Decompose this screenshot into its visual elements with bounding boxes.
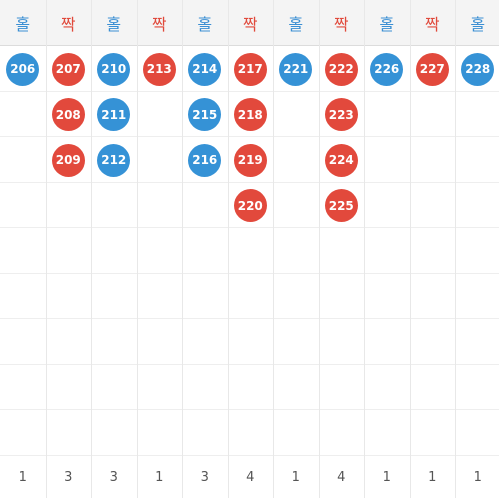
grid-column-divider xyxy=(182,0,183,498)
result-ball-odd[interactable]: 228 xyxy=(461,52,495,86)
column-count: 3 xyxy=(64,469,73,485)
result-ball-odd[interactable]: 211 xyxy=(97,98,131,131)
grid-column-divider xyxy=(91,0,92,498)
result-ball-even[interactable]: 207 xyxy=(51,52,85,86)
column-count: 1 xyxy=(428,469,437,485)
column-header-even: 짝 xyxy=(242,14,258,34)
grid-row-divider xyxy=(0,363,499,365)
result-ball-even[interactable]: 213 xyxy=(142,52,176,86)
result-ball-odd[interactable]: 212 xyxy=(97,143,131,177)
grid-row-divider xyxy=(0,227,499,228)
result-ball-even[interactable]: 223 xyxy=(324,98,358,131)
result-ball-even[interactable]: 217 xyxy=(233,52,267,86)
result-ball-even[interactable]: 209 xyxy=(51,143,85,177)
column-header-even: 짝 xyxy=(60,14,76,34)
column-header-even: 짝 xyxy=(151,14,167,34)
grid-column-divider xyxy=(46,0,47,498)
grid-column-divider xyxy=(273,0,274,498)
column-header-odd: 홀 xyxy=(379,14,395,34)
result-ball-odd[interactable]: 215 xyxy=(188,98,222,131)
grid-row-divider xyxy=(0,181,499,183)
column-count: 3 xyxy=(200,469,209,485)
grid-column-divider xyxy=(319,0,320,498)
result-ball-odd[interactable]: 226 xyxy=(370,52,404,86)
grid-row-divider xyxy=(0,454,499,456)
column-count: 1 xyxy=(18,469,27,485)
result-ball-even[interactable]: 220 xyxy=(233,189,267,222)
column-header-odd: 홀 xyxy=(197,14,213,34)
result-ball-even[interactable]: 219 xyxy=(233,143,267,177)
grid-column-divider xyxy=(455,0,456,498)
grid-row-divider xyxy=(0,318,499,319)
column-count: 1 xyxy=(291,469,300,485)
grid-row-divider xyxy=(0,136,499,137)
column-header-row xyxy=(0,0,499,46)
column-count: 1 xyxy=(473,469,482,485)
result-ball-odd[interactable]: 221 xyxy=(279,52,313,86)
grid-column-divider xyxy=(137,0,138,498)
result-ball-even[interactable]: 225 xyxy=(324,189,358,222)
result-ball-odd[interactable]: 214 xyxy=(188,52,222,86)
result-ball-even[interactable]: 218 xyxy=(233,98,267,131)
column-header-odd: 홀 xyxy=(106,14,122,34)
column-count: 3 xyxy=(109,469,118,485)
column-count: 4 xyxy=(246,469,255,485)
grid-row-divider xyxy=(0,272,499,274)
column-header-odd: 홀 xyxy=(288,14,304,34)
grid-column-divider xyxy=(410,0,411,498)
result-ball-even[interactable]: 224 xyxy=(324,143,358,177)
column-header-even: 짝 xyxy=(333,14,349,34)
grid-row-divider xyxy=(0,409,499,410)
column-header-even: 짝 xyxy=(424,14,440,34)
grid-row-divider xyxy=(0,90,499,92)
result-ball-odd[interactable]: 210 xyxy=(97,52,131,86)
column-count: 4 xyxy=(337,469,346,485)
column-count: 1 xyxy=(155,469,164,485)
column-header-odd: 홀 xyxy=(470,14,486,34)
result-ball-odd[interactable]: 216 xyxy=(188,143,222,177)
result-ball-even[interactable]: 208 xyxy=(51,98,85,131)
result-ball-odd[interactable]: 206 xyxy=(6,52,40,86)
result-ball-even[interactable]: 222 xyxy=(324,52,358,86)
result-ball-even[interactable]: 227 xyxy=(415,52,449,86)
grid-column-divider xyxy=(228,0,229,498)
column-count: 1 xyxy=(382,469,391,485)
column-header-odd: 홀 xyxy=(15,14,31,34)
grid-column-divider xyxy=(364,0,365,498)
